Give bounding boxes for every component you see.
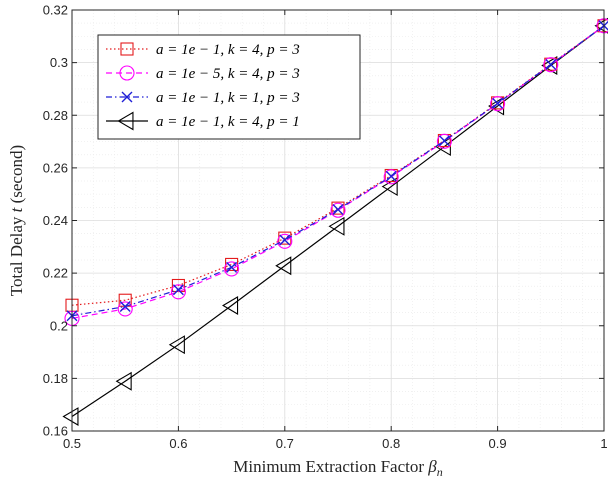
x-tick-label: 0.7 bbox=[276, 436, 294, 451]
legend-entry: a = 1e − 1, k = 1, p = 3 bbox=[106, 90, 300, 106]
data-point-circle bbox=[383, 169, 399, 185]
legend-box bbox=[97, 34, 361, 140]
data-point-x bbox=[121, 91, 133, 103]
y-tick-label: 0.28 bbox=[43, 108, 68, 123]
y-tick-label: 0.26 bbox=[43, 160, 68, 175]
data-point-circle bbox=[119, 65, 135, 81]
data-point-triangle bbox=[328, 216, 345, 236]
data-point-circle bbox=[330, 202, 346, 218]
data-point-triangle bbox=[594, 17, 608, 34]
y-tick-label: 0.24 bbox=[43, 213, 68, 228]
data-point-circle bbox=[224, 261, 240, 277]
data-point-triangle bbox=[168, 335, 185, 355]
y-tick-label: 0.3 bbox=[50, 55, 68, 70]
legend-entry: a = 1e − 1, k = 4, p = 3 bbox=[106, 42, 300, 58]
data-point-x bbox=[279, 234, 291, 246]
data-point-x bbox=[438, 135, 450, 147]
x-tick-label: 1 bbox=[600, 436, 607, 451]
legend-label: a = 1e − 1, k = 1, p = 3 bbox=[156, 90, 300, 106]
data-point-triangle bbox=[222, 296, 239, 315]
series-group bbox=[62, 17, 608, 426]
data-point-triangle bbox=[381, 177, 398, 197]
data-point-x bbox=[385, 170, 397, 182]
data-point-x bbox=[545, 58, 557, 70]
y-tick-label: 0.22 bbox=[43, 266, 68, 281]
data-point-triangle bbox=[115, 371, 132, 391]
legend-label: a = 1e − 1, k = 4, p = 1 bbox=[156, 114, 300, 130]
legend-entry: a = 1e − 1, k = 4, p = 1 bbox=[106, 111, 300, 131]
data-point-triangle bbox=[117, 111, 134, 131]
y-tick-label: 0.32 bbox=[43, 3, 68, 18]
y-tick-label: 0.16 bbox=[43, 424, 68, 439]
series-group bbox=[66, 20, 608, 322]
legend-label: a = 1e − 5, k = 4, p = 3 bbox=[156, 66, 300, 82]
legend: a = 1e − 1, k = 4, p = 3 a = 1e − 5, k = … bbox=[97, 34, 361, 140]
data-point-circle bbox=[117, 301, 133, 317]
data-point-circle bbox=[543, 57, 559, 73]
x-axis-label: Minimum Extraction Factor βn bbox=[233, 457, 442, 479]
series-layer bbox=[62, 17, 608, 426]
x-tick-label: 0.8 bbox=[382, 436, 400, 451]
series-line bbox=[71, 25, 605, 418]
tick-layer: 0.5 0.6 0.7 0.8 0.9 1 0.16 0.18 0.2 0.22 0.24 0.26 0… bbox=[43, 3, 608, 452]
x-tick-label: 0.5 bbox=[63, 436, 81, 451]
data-point-triangle bbox=[275, 256, 292, 276]
y-axis-label: Total Delay t (second) bbox=[7, 145, 26, 296]
data-point-triangle bbox=[62, 407, 79, 426]
data-point-x bbox=[226, 261, 238, 273]
data-point-x bbox=[332, 203, 344, 215]
data-point-square bbox=[120, 42, 134, 56]
data-point-x bbox=[172, 284, 184, 296]
data-point-circle bbox=[490, 96, 506, 112]
data-point-x bbox=[119, 301, 131, 313]
y-tick-label: 0.2 bbox=[50, 318, 68, 333]
y-tick-label: 0.18 bbox=[43, 371, 68, 386]
x-tick-label: 0.6 bbox=[169, 436, 187, 451]
data-point-circle bbox=[170, 284, 186, 300]
data-point-x bbox=[492, 97, 504, 109]
x-tick-label: 0.9 bbox=[489, 436, 507, 451]
legend-label: a = 1e − 1, k = 4, p = 3 bbox=[156, 42, 300, 58]
legend-entry: a = 1e − 5, k = 4, p = 3 bbox=[106, 65, 300, 82]
data-point-circle bbox=[436, 133, 452, 149]
data-point-square bbox=[331, 201, 345, 215]
data-point-circle bbox=[277, 233, 293, 249]
